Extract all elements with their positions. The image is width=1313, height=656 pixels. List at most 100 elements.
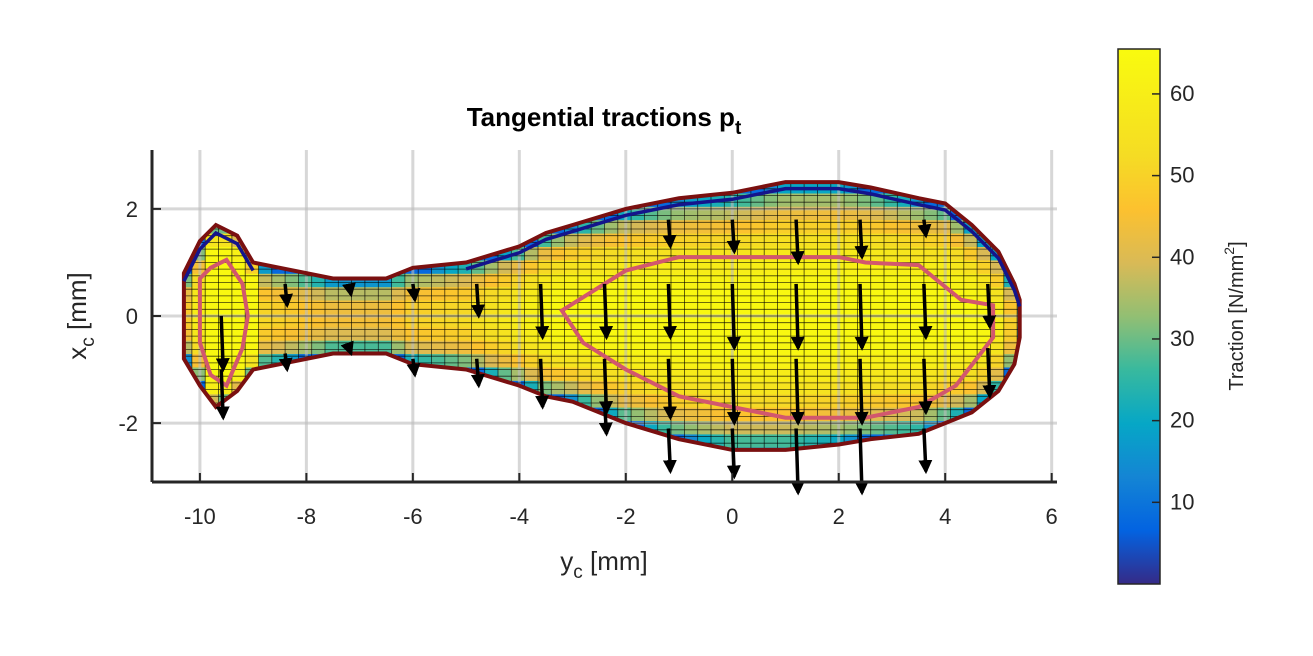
heat-cell (737, 366, 752, 381)
heat-cell (431, 353, 446, 368)
heat-cell (897, 393, 912, 408)
heat-cell (737, 433, 752, 448)
heat-cell (577, 246, 592, 261)
y-tick-label: -2 (118, 411, 138, 436)
heat-cell (990, 366, 1005, 381)
heat-cell (631, 380, 645, 395)
heat-cell (844, 192, 858, 207)
heat-cell (458, 340, 472, 355)
heat-cell (884, 340, 898, 355)
heat-cell (817, 259, 832, 274)
heat-cell (524, 286, 539, 301)
x-tick-label: 6 (1046, 504, 1058, 529)
heat-cell (285, 326, 299, 341)
heat-cell (870, 366, 885, 381)
heat-cell (870, 326, 885, 341)
heat-cell (1003, 299, 1018, 314)
heat-cell (183, 273, 193, 288)
heat-cell (804, 393, 818, 408)
heat-cell (471, 273, 486, 288)
heat-cell (844, 259, 858, 274)
heat-cell (764, 340, 779, 355)
heat-cell (737, 380, 752, 395)
heat-cell (551, 326, 566, 341)
heat-cell (271, 326, 286, 341)
heat-cell (631, 219, 645, 234)
heat-cell (431, 299, 446, 314)
heat-cell (711, 299, 725, 314)
heat-cell (817, 326, 832, 341)
heat-cell (764, 273, 779, 288)
heat-cell (591, 380, 606, 395)
heat-cell (498, 366, 512, 381)
heat-cell (671, 340, 685, 355)
traction-arrow (854, 283, 869, 351)
heat-cell (817, 340, 832, 355)
heat-cell (271, 273, 286, 288)
heat-cell (218, 273, 233, 288)
heat-cell (551, 366, 566, 381)
heat-cell (950, 273, 965, 288)
stick-zone-boundary-small (197, 257, 250, 389)
heat-cell (684, 326, 699, 341)
heat-cell (551, 340, 566, 355)
heat-cell (963, 246, 978, 261)
heat-cell (764, 286, 779, 301)
traction-arrow (535, 283, 550, 341)
heat-cell (364, 353, 379, 368)
heat-cell (910, 299, 925, 314)
heat-cell (950, 393, 965, 408)
heat-cell (777, 366, 792, 381)
heat-cell (604, 340, 619, 355)
heat-cell (231, 299, 246, 314)
heat-cell (564, 340, 579, 355)
colorbar-label-close: ] (1226, 241, 1248, 247)
heat-cell (844, 380, 858, 395)
heat-cell (444, 299, 459, 314)
heat-cell (484, 380, 499, 395)
heat-cell (631, 299, 645, 314)
heat-cell (804, 166, 818, 180)
heat-cell (604, 286, 619, 301)
heat-cell (471, 340, 486, 355)
heat-cell (391, 340, 406, 355)
heat-cell (844, 299, 858, 314)
heat-cell (684, 219, 699, 234)
heat-cell (817, 192, 832, 207)
heat-cell (764, 353, 779, 368)
heat-cell (183, 313, 193, 328)
heat-cell (817, 299, 832, 314)
traction-arrow (790, 219, 805, 266)
x-axis-label-unit: [mm] (583, 546, 648, 576)
heat-cell (764, 380, 779, 395)
traction-arrow (662, 219, 677, 250)
heat-cell (791, 166, 805, 180)
colorbar-tick-label: 10 (1170, 489, 1194, 514)
heat-cell (444, 273, 459, 288)
heat-cell (884, 299, 898, 314)
heat-cell (950, 259, 965, 274)
heat-cell (458, 299, 472, 314)
heat-cell (817, 380, 832, 395)
traction-arrow (982, 348, 997, 400)
heat-cell (444, 326, 459, 341)
heat-cell (804, 192, 818, 207)
heat-cell (750, 353, 765, 368)
heat-cell (963, 380, 978, 395)
heat-cell (604, 299, 619, 314)
heat-cell (737, 393, 752, 408)
heat-cell (684, 259, 699, 274)
heat-cell (897, 380, 912, 395)
heat-cell (671, 219, 685, 234)
heat-cell (777, 192, 792, 207)
heat-cell (897, 259, 912, 274)
heat-cell (950, 353, 965, 368)
heat-cell (923, 246, 938, 261)
heat-cell (538, 259, 552, 274)
heat-cell (205, 246, 220, 261)
heat-cell (950, 286, 965, 301)
heat-cell (697, 407, 712, 421)
heat-cell (245, 353, 260, 368)
colorbar-label: Traction [N/mm2] (1221, 241, 1248, 390)
heat-cell (498, 340, 512, 355)
